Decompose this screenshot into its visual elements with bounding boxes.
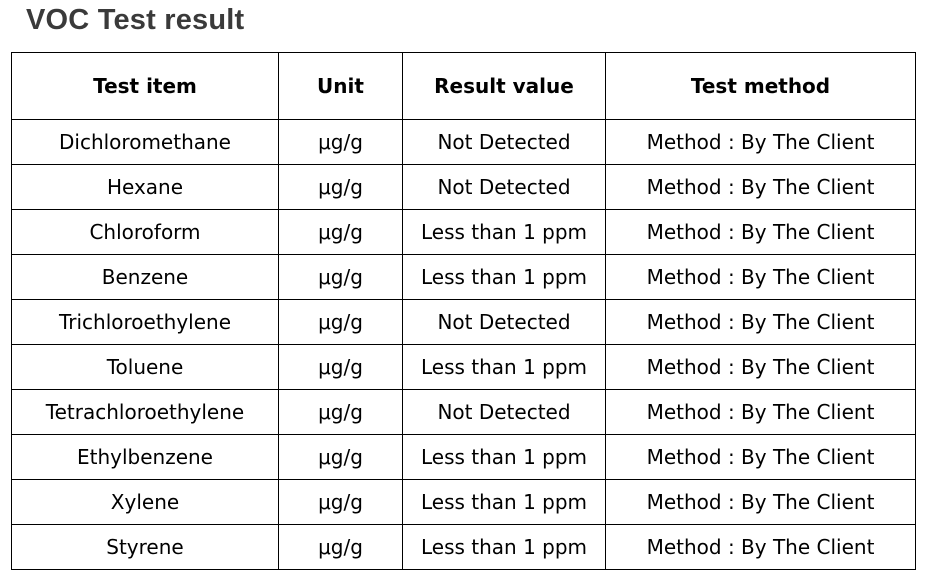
table-row: Ethylbenzene μg/g Less than 1 ppm Method… xyxy=(11,434,916,480)
cell-result-value: Not Detected xyxy=(402,119,606,165)
cell-test-method: Method : By The Client xyxy=(605,479,916,525)
cell-test-item: Toluene xyxy=(11,344,279,390)
cell-test-item: Styrene xyxy=(11,524,279,570)
cell-result-value: Less than 1 ppm xyxy=(402,254,606,300)
table-row: Xylene μg/g Less than 1 ppm Method : By … xyxy=(11,479,916,525)
cell-unit: μg/g xyxy=(278,164,403,210)
cell-unit: μg/g xyxy=(278,479,403,525)
table-header-row: Test item Unit Result value Test method xyxy=(11,52,916,120)
header-test-item: Test item xyxy=(11,52,279,120)
cell-result-value: Not Detected xyxy=(402,164,606,210)
table-row: Tetrachloroethylene μg/g Not Detected Me… xyxy=(11,389,916,435)
table-row: Hexane μg/g Not Detected Method : By The… xyxy=(11,164,916,210)
cell-unit: μg/g xyxy=(278,434,403,480)
cell-test-item: Trichloroethylene xyxy=(11,299,279,345)
header-unit: Unit xyxy=(278,52,403,120)
cell-result-value: Less than 1 ppm xyxy=(402,434,606,480)
header-test-method: Test method xyxy=(605,52,916,120)
cell-test-method: Method : By The Client xyxy=(605,164,916,210)
cell-test-item: Benzene xyxy=(11,254,279,300)
cell-test-item: Ethylbenzene xyxy=(11,434,279,480)
cell-test-method: Method : By The Client xyxy=(605,299,916,345)
cell-unit: μg/g xyxy=(278,119,403,165)
cell-test-item: Xylene xyxy=(11,479,279,525)
cell-test-method: Method : By The Client xyxy=(605,254,916,300)
cell-result-value: Less than 1 ppm xyxy=(402,524,606,570)
table-row: Benzene μg/g Less than 1 ppm Method : By… xyxy=(11,254,916,300)
table-row: Chloroform μg/g Less than 1 ppm Method :… xyxy=(11,209,916,255)
cell-result-value: Not Detected xyxy=(402,389,606,435)
table-row: Trichloroethylene μg/g Not Detected Meth… xyxy=(11,299,916,345)
table-row: Dichloromethane μg/g Not Detected Method… xyxy=(11,119,916,165)
table-row: Styrene μg/g Less than 1 ppm Method : By… xyxy=(11,524,916,570)
cell-test-method: Method : By The Client xyxy=(605,119,916,165)
header-result-value: Result value xyxy=(402,52,606,120)
cell-test-item: Dichloromethane xyxy=(11,119,279,165)
cell-test-method: Method : By The Client xyxy=(605,524,916,570)
voc-result-table: Test item Unit Result value Test method … xyxy=(11,52,916,570)
cell-result-value: Less than 1 ppm xyxy=(402,209,606,255)
cell-result-value: Not Detected xyxy=(402,299,606,345)
cell-test-method: Method : By The Client xyxy=(605,344,916,390)
cell-test-item: Chloroform xyxy=(11,209,279,255)
cell-unit: μg/g xyxy=(278,524,403,570)
cell-result-value: Less than 1 ppm xyxy=(402,479,606,525)
table-row: Toluene μg/g Less than 1 ppm Method : By… xyxy=(11,344,916,390)
cell-test-item: Hexane xyxy=(11,164,279,210)
cell-test-method: Method : By The Client xyxy=(605,209,916,255)
page-title: VOC Test result xyxy=(26,4,245,36)
cell-unit: μg/g xyxy=(278,299,403,345)
cell-unit: μg/g xyxy=(278,344,403,390)
cell-test-item: Tetrachloroethylene xyxy=(11,389,279,435)
cell-result-value: Less than 1 ppm xyxy=(402,344,606,390)
cell-unit: μg/g xyxy=(278,389,403,435)
cell-test-method: Method : By The Client xyxy=(605,434,916,480)
cell-unit: μg/g xyxy=(278,209,403,255)
cell-unit: μg/g xyxy=(278,254,403,300)
cell-test-method: Method : By The Client xyxy=(605,389,916,435)
